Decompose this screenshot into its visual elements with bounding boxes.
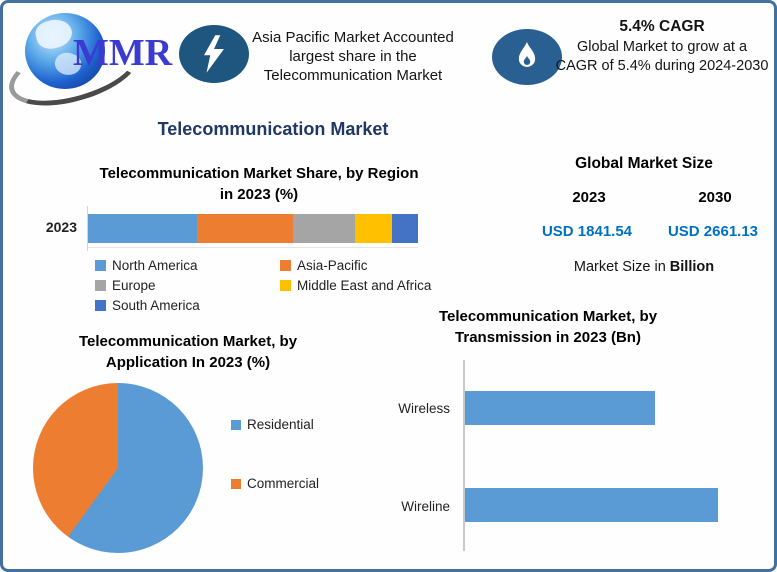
transmission-chart-title-line1: Telecommunication Market, by <box>438 308 658 325</box>
flame-glyph <box>518 41 536 67</box>
bar-wireless <box>465 391 655 425</box>
market-size-note-prefix: Market Size in <box>573 259 670 275</box>
logo-text: MMR <box>73 32 173 74</box>
region-chart-title: Telecommunication Market Share, by Regio… <box>63 163 455 205</box>
market-size-value-2023: USD 1841.54 <box>541 223 633 240</box>
legend-swatch-residential <box>231 419 241 430</box>
legend-item-middle-east-africa: Middle East and Africa <box>280 278 431 293</box>
market-size-year-2023: 2023 <box>572 189 606 206</box>
cagr-text: Global Market to grow at a CAGR of 5.4% … <box>555 39 769 74</box>
region-axis-line <box>87 206 88 251</box>
region-chart-title-line2: in 2023 (%) <box>219 186 299 203</box>
mmr-logo: MMR <box>3 9 180 119</box>
legend-item-europe: Europe <box>95 278 156 293</box>
region-baseline <box>88 247 418 248</box>
legend-label: South America <box>112 298 200 313</box>
legend-item-residential: Residential <box>231 417 314 432</box>
bar-segment-south-america <box>391 214 418 243</box>
region-row-label: 2023 <box>45 219 77 235</box>
lightning-icon <box>179 25 249 83</box>
cagr-title: 5.4% CAGR <box>619 18 705 35</box>
category-label-wireless: Wireless <box>398 401 450 416</box>
bar-segment-north-america <box>88 214 197 243</box>
market-size-title: Global Market Size <box>575 155 713 172</box>
page-title: Telecommunication Market <box>157 119 389 139</box>
legend-swatch-middle-east-africa <box>280 280 291 291</box>
legend-label: Asia-Pacific <box>297 258 368 273</box>
legend-label: Europe <box>112 278 156 293</box>
application-chart-title-line1: Telecommunication Market, by <box>78 333 298 350</box>
legend-swatch-commercial <box>231 478 241 489</box>
legend-swatch-asia-pacific <box>280 260 291 271</box>
stacked-bar <box>88 214 418 243</box>
market-size-value-2030: USD 2661.13 <box>667 223 759 240</box>
legend-swatch-europe <box>95 280 106 291</box>
legend-item-asia-pacific: Asia-Pacific <box>280 258 368 273</box>
legend-swatch-south-america <box>95 300 106 311</box>
transmission-chart-title: Telecommunication Market, by Transmissio… <box>381 306 715 348</box>
bar-segment-asia-pacific <box>196 214 293 243</box>
region-chart-title-line1: Telecommunication Market Share, by Regio… <box>99 165 419 182</box>
market-size-year-2030: 2030 <box>698 189 732 206</box>
application-chart-title-line2: Application In 2023 (%) <box>105 354 271 371</box>
transmission-plot-area <box>463 360 723 551</box>
cagr-block: 5.4% CAGR Global Market to grow at a CAG… <box>555 18 769 75</box>
legend-item-north-america: North America <box>95 258 198 273</box>
legend-swatch-north-america <box>95 260 106 271</box>
highlight-text: Asia Pacific Market Accounted largest sh… <box>252 29 454 84</box>
market-size-note-unit: Billion <box>669 259 715 275</box>
lightning-bolt-glyph <box>204 35 224 73</box>
bar-segment-middle-east-africa <box>355 214 392 243</box>
bar-segment-europe <box>292 214 356 243</box>
category-label-wireline: Wireline <box>401 499 450 514</box>
globe-icon <box>25 13 105 89</box>
market-size-note: Market Size in Billion <box>533 259 755 275</box>
bar-wireline <box>465 488 718 522</box>
legend-label: Middle East and Africa <box>297 278 432 293</box>
legend-label: North America <box>112 258 198 273</box>
legend-item-south-america: South America <box>95 298 200 313</box>
pie-chart <box>33 383 203 553</box>
transmission-chart-title-line2: Transmission in 2023 (Bn) <box>455 329 641 346</box>
legend-item-commercial: Commercial <box>231 476 319 491</box>
legend-label: Residential <box>247 417 314 432</box>
application-chart-title: Telecommunication Market, by Application… <box>38 331 338 373</box>
legend-label: Commercial <box>247 476 320 491</box>
flame-icon <box>492 29 562 85</box>
